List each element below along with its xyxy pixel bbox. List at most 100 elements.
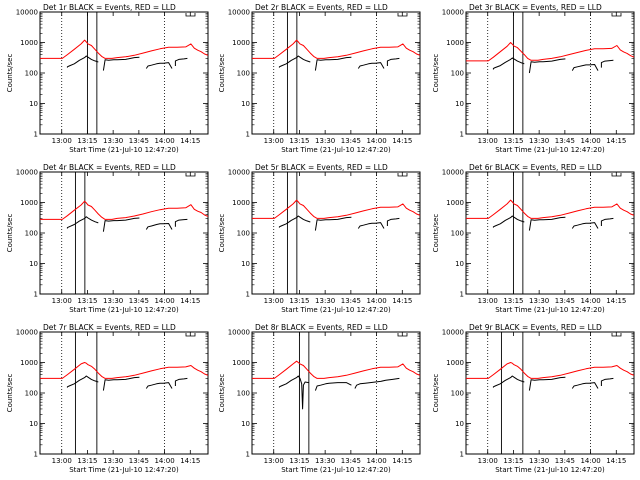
chart-panel: Det 4r BLACK = Events, RED = LLD 1 10 100 10… (6, 163, 209, 314)
x-tick-label: 14:15 (180, 137, 200, 145)
x-tick-label: 13:00 (478, 457, 498, 465)
events-series-line (174, 218, 188, 227)
x-tick-label: 14:00 (154, 137, 174, 145)
chart-panel: Det 1r BLACK = Events, RED = LLD 1 10 100 10… (6, 3, 209, 154)
chart-title: Det 1r BLACK = Events, RED = LLD (43, 3, 176, 12)
x-axis-title: Start Time (21-Jul-10 12:47:20) (69, 146, 179, 154)
x-tick-label: 13:15 (289, 137, 309, 145)
x-tick-label: 13:15 (503, 457, 523, 465)
events-series-line (571, 382, 599, 389)
y-axis-title: Counts/sec (6, 214, 14, 253)
x-tick-label: 13:15 (289, 297, 309, 305)
y-tick-label: 1000 (232, 39, 250, 47)
y-tick-label: 10000 (16, 9, 38, 17)
events-series-line (278, 215, 311, 228)
x-tick-label: 14:00 (366, 457, 386, 465)
x-tick-label: 13:30 (103, 457, 123, 465)
y-tick-label: 100 (451, 390, 464, 398)
x-tick-label: 13:30 (315, 137, 335, 145)
events-series-line (145, 62, 173, 69)
x-tick-label: 13:00 (478, 297, 498, 305)
events-series-line (66, 375, 99, 388)
chart-panel: Det 8r BLACK = Events, RED = LLD 1 10 100 10… (218, 323, 421, 474)
y-axis-title: Counts/sec (6, 54, 14, 93)
y-tick-label: 1000 (232, 359, 250, 367)
y-tick-label: 10 (241, 260, 250, 268)
y-tick-label: 1 (246, 451, 250, 459)
events-series-line (386, 217, 400, 226)
y-tick-label: 100 (25, 230, 38, 238)
y-tick-label: 100 (237, 390, 250, 398)
chart-title: Det 9r BLACK = Events, RED = LLD (469, 323, 602, 332)
y-tick-label: 10000 (442, 169, 464, 177)
chart-panel: Det 9r BLACK = Events, RED = LLD 1 10 100 10… (432, 323, 635, 474)
events-series-line (314, 216, 352, 231)
plot-frame (251, 331, 421, 455)
events-series-line (600, 59, 614, 68)
x-tick-label: 13:45 (555, 137, 575, 145)
x-tick-label: 13:15 (503, 297, 523, 305)
events-series-line (314, 56, 352, 71)
x-tick-label: 13:45 (129, 457, 149, 465)
y-tick-label: 100 (237, 70, 250, 78)
y-tick-label: 1 (460, 451, 464, 459)
x-tick-label: 14:15 (392, 297, 412, 305)
y-tick-label: 10 (29, 100, 38, 108)
lld-series-line (466, 199, 635, 219)
y-tick-label: 1 (34, 131, 38, 139)
x-tick-label: 13:45 (341, 297, 361, 305)
x-tick-label: 14:15 (180, 297, 200, 305)
y-tick-label: 1 (460, 131, 464, 139)
lld-series-line (252, 39, 421, 59)
events-series-line (102, 217, 140, 232)
x-tick-label: 13:45 (129, 297, 149, 305)
y-tick-label: 100 (237, 230, 250, 238)
y-axis-title: Counts/sec (218, 54, 226, 93)
x-tick-label: 13:45 (341, 457, 361, 465)
x-tick-label: 14:00 (580, 457, 600, 465)
events-series-line (174, 377, 188, 386)
events-series-line (174, 57, 188, 66)
y-tick-label: 1 (246, 291, 250, 299)
events-series-line (386, 57, 400, 66)
chart-title: Det 6r BLACK = Events, RED = LLD (469, 163, 602, 172)
events-series-line (600, 217, 614, 226)
y-tick-label: 10000 (228, 9, 250, 17)
y-tick-label: 1 (34, 451, 38, 459)
x-tick-label: 13:00 (52, 297, 72, 305)
y-axis-title: Counts/sec (432, 54, 440, 93)
x-tick-label: 13:15 (289, 457, 309, 465)
events-series-line (145, 382, 173, 389)
x-tick-label: 13:15 (77, 137, 97, 145)
y-tick-label: 1000 (446, 199, 464, 207)
x-axis-title: Start Time (21-Jul-10 12:47:20) (281, 146, 391, 154)
events-series-line (357, 222, 385, 229)
chart-title: Det 2r BLACK = Events, RED = LLD (255, 3, 388, 12)
x-tick-label: 13:00 (52, 137, 72, 145)
x-tick-label: 13:00 (478, 137, 498, 145)
events-series-line (492, 375, 525, 388)
chart-title: Det 8r BLACK = Events, RED = LLD (255, 323, 388, 332)
x-tick-label: 13:30 (529, 137, 549, 145)
y-tick-label: 10 (29, 420, 38, 428)
events-series-line (66, 55, 99, 68)
x-tick-label: 13:30 (315, 457, 335, 465)
events-series-line (357, 62, 385, 69)
x-tick-label: 13:45 (341, 137, 361, 145)
x-tick-label: 13:15 (77, 297, 97, 305)
lld-series-line (252, 199, 421, 219)
y-tick-label: 10 (455, 420, 464, 428)
y-axis-title: Counts/sec (218, 214, 226, 253)
lld-series-line (466, 42, 635, 62)
y-tick-label: 10000 (442, 9, 464, 17)
plot-frame (251, 11, 421, 135)
x-tick-label: 13:00 (264, 457, 284, 465)
x-axis-title: Start Time (21-Jul-10 12:47:20) (281, 306, 391, 314)
chart-panel: Det 7r BLACK = Events, RED = LLD 1 10 100 10… (6, 323, 209, 474)
y-axis-title: Counts/sec (6, 374, 14, 413)
y-tick-label: 10000 (228, 169, 250, 177)
chart-title: Det 4r BLACK = Events, RED = LLD (43, 163, 176, 172)
events-series-line (571, 64, 599, 71)
events-series-line (528, 376, 566, 391)
y-tick-label: 10 (29, 260, 38, 268)
